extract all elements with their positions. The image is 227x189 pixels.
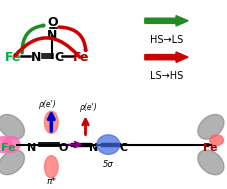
- FancyArrowPatch shape: [22, 25, 44, 53]
- Text: Fe: Fe: [202, 143, 217, 153]
- Text: π*: π*: [46, 177, 56, 186]
- Ellipse shape: [44, 111, 58, 133]
- Text: ρ(e'): ρ(e'): [80, 103, 97, 112]
- Ellipse shape: [44, 156, 58, 178]
- Text: Fe: Fe: [1, 143, 16, 153]
- Text: Fe: Fe: [73, 51, 89, 64]
- FancyArrowPatch shape: [15, 38, 79, 57]
- Text: LS→HS: LS→HS: [149, 71, 183, 81]
- Text: N: N: [47, 29, 57, 42]
- Text: C: C: [54, 51, 63, 64]
- Text: N: N: [89, 143, 98, 153]
- Ellipse shape: [209, 135, 222, 146]
- Text: Fe: Fe: [5, 51, 21, 64]
- FancyArrowPatch shape: [59, 27, 86, 50]
- Text: ρ(e'): ρ(e'): [39, 100, 57, 109]
- Ellipse shape: [96, 135, 119, 154]
- Text: C: C: [118, 143, 127, 153]
- Text: 5σ: 5σ: [103, 160, 113, 169]
- Text: N: N: [31, 51, 41, 64]
- Text: O: O: [47, 16, 58, 29]
- Ellipse shape: [0, 150, 24, 175]
- Ellipse shape: [0, 137, 12, 153]
- Ellipse shape: [197, 150, 223, 175]
- Ellipse shape: [0, 115, 24, 139]
- Text: O: O: [58, 143, 67, 153]
- Ellipse shape: [197, 115, 223, 139]
- FancyArrow shape: [144, 52, 187, 62]
- Text: HS→LS: HS→LS: [149, 35, 183, 44]
- Ellipse shape: [3, 137, 20, 153]
- Text: N: N: [27, 143, 36, 153]
- FancyArrow shape: [144, 15, 187, 26]
